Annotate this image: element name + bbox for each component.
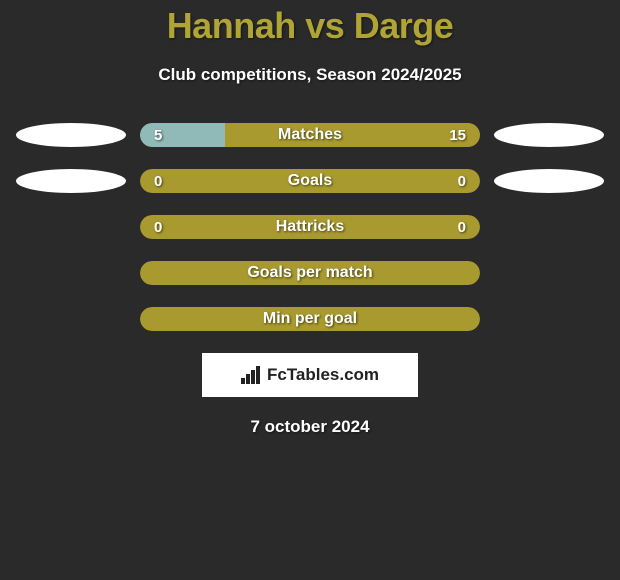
logo-box: FcTables.com — [202, 353, 418, 397]
stat-label: Hattricks — [140, 218, 480, 236]
stat-row: 00Hattricks — [0, 215, 620, 239]
stat-label: Min per goal — [140, 310, 480, 328]
stat-row: Min per goal — [0, 307, 620, 331]
player-badge-left — [16, 123, 126, 147]
subtitle: Club competitions, Season 2024/2025 — [0, 65, 620, 85]
stat-bar: 00Goals — [140, 169, 480, 193]
page-title: Hannah vs Darge — [0, 5, 620, 47]
stat-label: Goals per match — [140, 264, 480, 282]
stat-row: Goals per match — [0, 261, 620, 285]
right-badge-slot — [480, 123, 618, 147]
left-badge-slot — [2, 123, 140, 147]
comparison-infographic: Hannah vs Darge Club competitions, Seaso… — [0, 0, 620, 437]
player-badge-left — [16, 169, 126, 193]
stat-bar: 515Matches — [140, 123, 480, 147]
date-text: 7 october 2024 — [0, 417, 620, 437]
stat-label: Matches — [140, 126, 480, 144]
stat-label: Goals — [140, 172, 480, 190]
stat-bar: 00Hattricks — [140, 215, 480, 239]
stat-row: 00Goals — [0, 169, 620, 193]
stat-rows: 515Matches 00Goals 00Hattricks Goals per ma… — [0, 123, 620, 331]
right-badge-slot — [480, 169, 618, 193]
stat-row: 515Matches — [0, 123, 620, 147]
stat-bar: Min per goal — [140, 307, 480, 331]
left-badge-slot — [2, 169, 140, 193]
stat-bar: Goals per match — [140, 261, 480, 285]
logo-text: FcTables.com — [267, 365, 379, 385]
player-badge-right — [494, 123, 604, 147]
player-badge-right — [494, 169, 604, 193]
logo-bars-icon — [241, 366, 263, 384]
